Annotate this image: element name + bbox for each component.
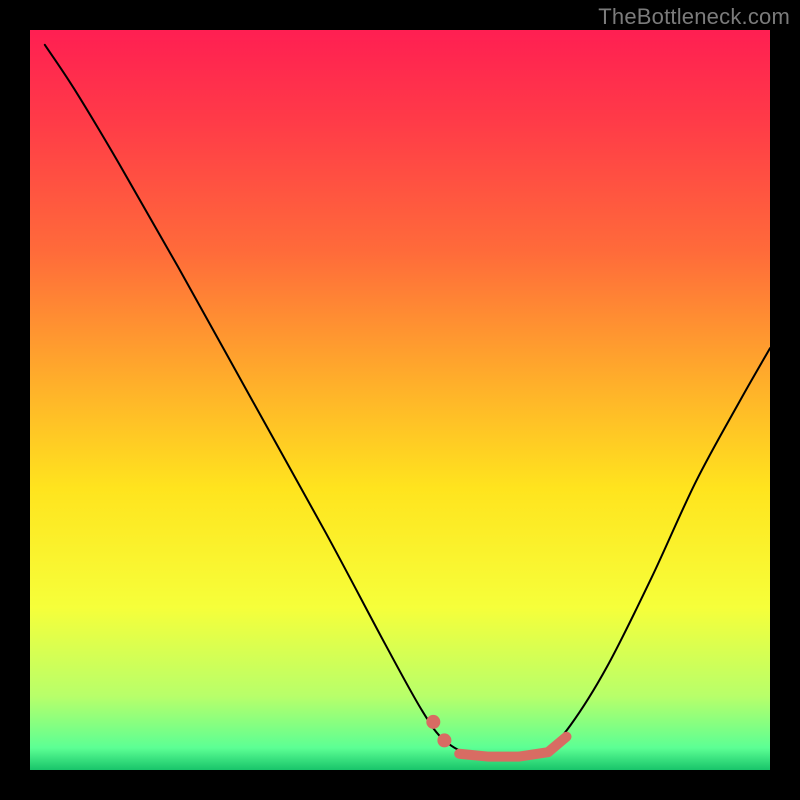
plot-area (30, 30, 770, 770)
marker-dot (437, 733, 451, 747)
plot-svg (30, 30, 770, 770)
watermark-text: TheBottleneck.com (598, 4, 790, 30)
marker-dot (426, 715, 440, 729)
chart-frame: TheBottleneck.com (0, 0, 800, 800)
gradient-background (30, 30, 770, 770)
